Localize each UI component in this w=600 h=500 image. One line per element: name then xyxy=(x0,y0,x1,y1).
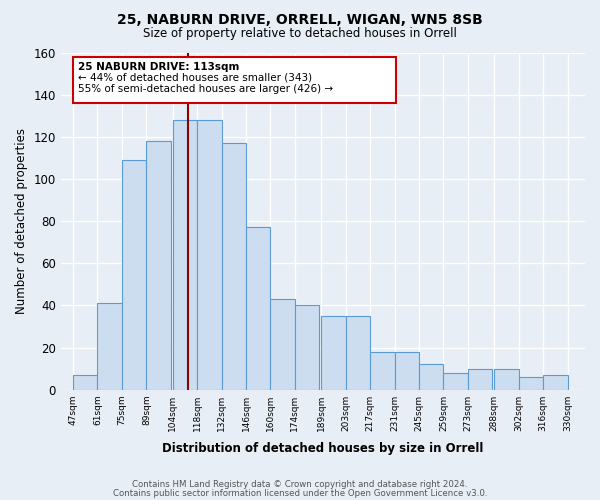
Y-axis label: Number of detached properties: Number of detached properties xyxy=(15,128,28,314)
Bar xyxy=(346,316,370,390)
Text: Size of property relative to detached houses in Orrell: Size of property relative to detached ho… xyxy=(143,28,457,40)
Bar xyxy=(73,375,97,390)
Bar xyxy=(122,160,146,390)
Bar xyxy=(321,316,346,390)
Bar xyxy=(370,352,395,390)
Text: ← 44% of detached houses are smaller (343): ← 44% of detached houses are smaller (34… xyxy=(78,72,313,83)
Bar xyxy=(146,141,171,390)
Bar xyxy=(246,228,271,390)
FancyBboxPatch shape xyxy=(73,56,396,103)
Bar xyxy=(97,304,122,390)
Bar xyxy=(543,375,568,390)
Text: 25 NABURN DRIVE: 113sqm: 25 NABURN DRIVE: 113sqm xyxy=(78,62,239,72)
Bar xyxy=(419,364,443,390)
Bar xyxy=(443,373,468,390)
Bar xyxy=(494,368,518,390)
Text: Contains public sector information licensed under the Open Government Licence v3: Contains public sector information licen… xyxy=(113,489,487,498)
Bar xyxy=(173,120,197,390)
Bar xyxy=(221,143,246,390)
Bar xyxy=(518,377,543,390)
Bar xyxy=(271,299,295,390)
Text: 25, NABURN DRIVE, ORRELL, WIGAN, WN5 8SB: 25, NABURN DRIVE, ORRELL, WIGAN, WN5 8SB xyxy=(117,12,483,26)
Text: 55% of semi-detached houses are larger (426) →: 55% of semi-detached houses are larger (… xyxy=(78,84,334,94)
Bar xyxy=(295,306,319,390)
Text: Contains HM Land Registry data © Crown copyright and database right 2024.: Contains HM Land Registry data © Crown c… xyxy=(132,480,468,489)
Bar xyxy=(395,352,419,390)
Bar xyxy=(197,120,221,390)
Bar xyxy=(468,368,493,390)
X-axis label: Distribution of detached houses by size in Orrell: Distribution of detached houses by size … xyxy=(162,442,484,455)
